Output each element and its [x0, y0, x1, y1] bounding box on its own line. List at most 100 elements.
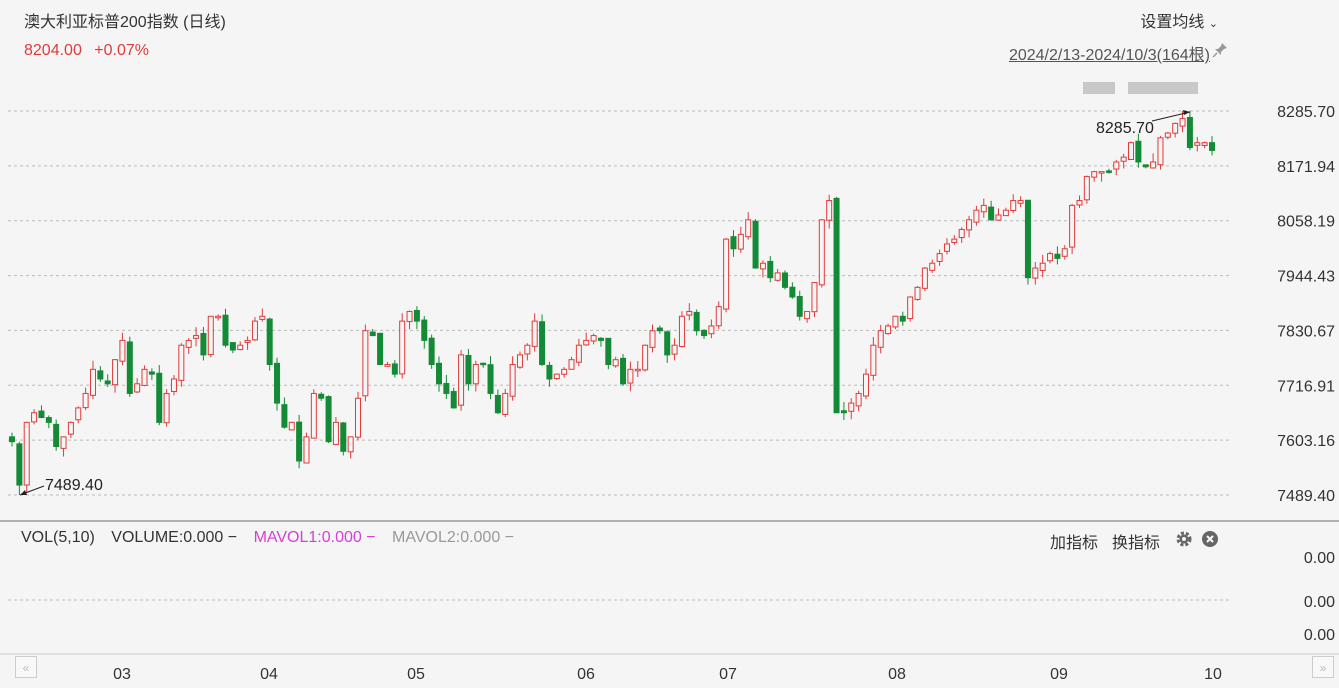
candle-up: [509, 364, 516, 397]
candle-up: [1091, 171, 1098, 178]
candle-up: [1098, 171, 1105, 174]
close-icon[interactable]: [1201, 530, 1219, 548]
mavol1-value: MAVOL1:0.000 −: [253, 529, 376, 546]
high-annotation: 8285.70: [1096, 110, 1191, 137]
candle-down: [656, 327, 663, 332]
candle-down: [156, 372, 163, 423]
date-range-link[interactable]: 2024/2/13-2024/10/3(164根): [1008, 47, 1210, 64]
candle-up: [178, 344, 185, 381]
candle-up: [215, 315, 222, 319]
candle-up: [472, 364, 479, 385]
candle-up: [649, 330, 656, 348]
index-title: 澳大利亚标普200指数 (日线): [24, 14, 226, 31]
candle-up: [715, 306, 722, 327]
chevron-down-icon: ⌄: [1208, 18, 1218, 30]
candle-up: [170, 378, 177, 392]
candle-down: [126, 341, 133, 394]
candle-down: [391, 363, 398, 375]
candle-up: [811, 282, 818, 313]
candle-up: [310, 392, 317, 439]
candle-down: [53, 423, 60, 447]
candle-up: [1128, 142, 1135, 160]
candle-down: [443, 383, 450, 394]
high-label: 8285.70: [1096, 120, 1154, 137]
volume-axis: 0.00 0.00 0.00: [1304, 550, 1335, 644]
candle-up: [627, 368, 634, 384]
candle-up: [1194, 142, 1201, 146]
month-tick-label: 04: [260, 666, 278, 683]
ma-setting-button[interactable]: 设置均线 ⌄: [1140, 8, 1218, 32]
candle-up: [1083, 175, 1090, 201]
candle-up: [686, 310, 693, 316]
price-tick-label: 7603.16: [1277, 433, 1335, 450]
volume-legend: VOL(5,10) VOLUME:0.000 − MAVOL1:0.000 − …: [21, 529, 526, 547]
candle-down: [899, 315, 906, 322]
candle-up: [516, 354, 523, 368]
candle-up: [1076, 200, 1083, 206]
candle-up: [244, 339, 251, 343]
candle-up: [1039, 262, 1046, 271]
candle-down: [450, 391, 457, 409]
volume-tick-label: 0.00: [1304, 550, 1335, 567]
volume-tick-label: 0.00: [1304, 627, 1335, 644]
candle-up: [355, 397, 362, 438]
candle-up: [671, 344, 678, 355]
candle-up: [347, 436, 354, 453]
candle-up: [804, 310, 811, 320]
candle-up: [870, 344, 877, 376]
switch-indicator-button[interactable]: 换指标: [1112, 535, 1161, 552]
volume-value: VOLUME:0.000 −: [111, 529, 238, 546]
scroll-left-button[interactable]: «: [15, 656, 37, 678]
candle-up: [973, 209, 980, 223]
month-tick-label: 08: [888, 666, 906, 683]
candle-up: [362, 330, 369, 397]
candle-down: [730, 236, 737, 250]
pin-icon[interactable]: [1212, 42, 1228, 58]
candle-down: [1186, 116, 1193, 149]
candle-up: [1113, 161, 1120, 170]
candle-up: [951, 238, 958, 244]
candle-up: [237, 344, 244, 351]
candle-up: [1164, 132, 1171, 138]
candle-up: [112, 359, 119, 386]
candle-down: [1024, 199, 1031, 279]
candle-up: [634, 368, 641, 372]
candle-up: [723, 238, 730, 310]
candle-up: [399, 320, 406, 375]
candle-down: [487, 364, 494, 394]
candle-up: [82, 392, 89, 409]
candle-up: [737, 233, 744, 250]
candle-up: [826, 200, 833, 221]
candle-down: [620, 357, 627, 385]
candle-up: [995, 214, 1002, 221]
candle-up: [892, 315, 899, 328]
candle-up: [1032, 267, 1039, 279]
candle-down: [693, 311, 700, 332]
candle-down: [752, 220, 759, 269]
candle-down: [421, 319, 428, 341]
candle-up: [590, 335, 597, 342]
candle-down: [1142, 164, 1149, 168]
add-indicator-button[interactable]: 加指标: [1050, 535, 1099, 552]
candle-up: [259, 315, 266, 320]
price-tick-label: 7716.91: [1277, 378, 1335, 395]
price-tick-label: 7489.40: [1277, 488, 1335, 505]
candle-down: [605, 337, 612, 366]
candle-up: [458, 354, 465, 406]
candle-up: [907, 296, 914, 320]
mavol2-value: MAVOL2:0.000 −: [392, 529, 515, 546]
gear-icon[interactable]: [1175, 530, 1193, 548]
price-grid: [8, 110, 1230, 496]
candle-up: [921, 267, 928, 289]
candle-up: [1017, 200, 1024, 204]
candle-up: [141, 368, 148, 386]
candle-down: [9, 436, 15, 443]
scroll-right-button[interactable]: »: [1312, 656, 1334, 678]
candle-down: [494, 394, 501, 414]
candle-up: [1010, 200, 1017, 211]
ma-legend-placeholder: [1083, 82, 1198, 94]
time-axis: 03 04 05 06 07 08 09 10: [113, 666, 1222, 683]
candle-up: [745, 219, 752, 238]
candle-down: [1209, 142, 1215, 151]
